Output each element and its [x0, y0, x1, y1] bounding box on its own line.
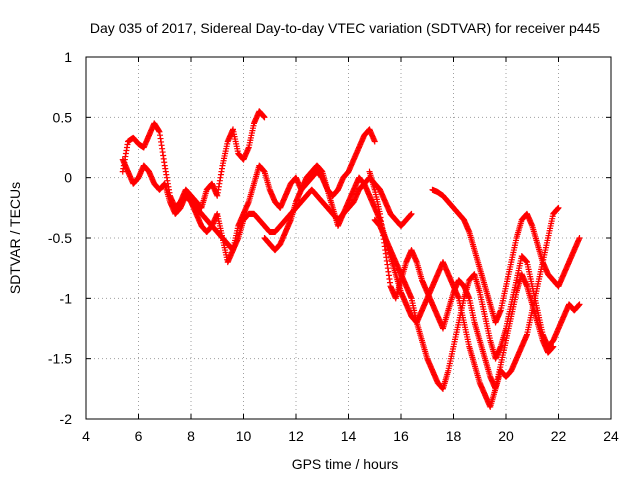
data-point	[371, 138, 378, 145]
data-point	[576, 235, 583, 241]
y-tick-label: -1	[60, 290, 73, 306]
series-trace-6	[371, 216, 583, 392]
x-tick-label: 12	[288, 428, 304, 444]
x-tick-label: 6	[135, 428, 143, 444]
axis-ticks: 4 6 8 10 12 14 16 18 20 22 24 1 0.5 0 -0.5 -1 -1.5 -2	[48, 49, 619, 444]
series-trace-1	[119, 108, 268, 211]
x-tick-label: 18	[446, 428, 462, 444]
data-point	[555, 204, 562, 211]
x-tick-label: 24	[603, 428, 619, 444]
x-tick-label: 10	[236, 428, 252, 444]
x-tick-label: 4	[82, 428, 90, 444]
y-tick-label: 1	[64, 49, 72, 65]
y-tick-label: 0.5	[53, 109, 73, 125]
chart-title: Day 035 of 2017, Sidereal Day-to-day VTE…	[90, 20, 600, 36]
data-point	[576, 301, 583, 308]
x-tick-label: 16	[393, 428, 409, 444]
x-tick-label: 14	[341, 428, 357, 444]
data-marks	[119, 108, 583, 410]
y-tick-label: -0.5	[48, 230, 72, 246]
y-tick-label: -2	[60, 411, 73, 427]
x-tick-label: 8	[187, 428, 195, 444]
y-tick-label: -1.5	[48, 351, 72, 367]
x-tick-label: 22	[551, 428, 567, 444]
y-axis-label: SDTVAR / TECUs	[7, 182, 23, 294]
y-tick-label: 0	[64, 170, 72, 186]
data-point	[261, 114, 268, 121]
data-point	[550, 343, 557, 350]
series-trace-2	[119, 126, 378, 266]
x-tick-label: 20	[498, 428, 514, 444]
series-trace-7	[429, 186, 583, 326]
grid	[86, 57, 611, 419]
series-trace-4	[261, 162, 562, 410]
data-point	[408, 210, 415, 217]
x-axis-label: GPS time / hours	[292, 456, 399, 472]
